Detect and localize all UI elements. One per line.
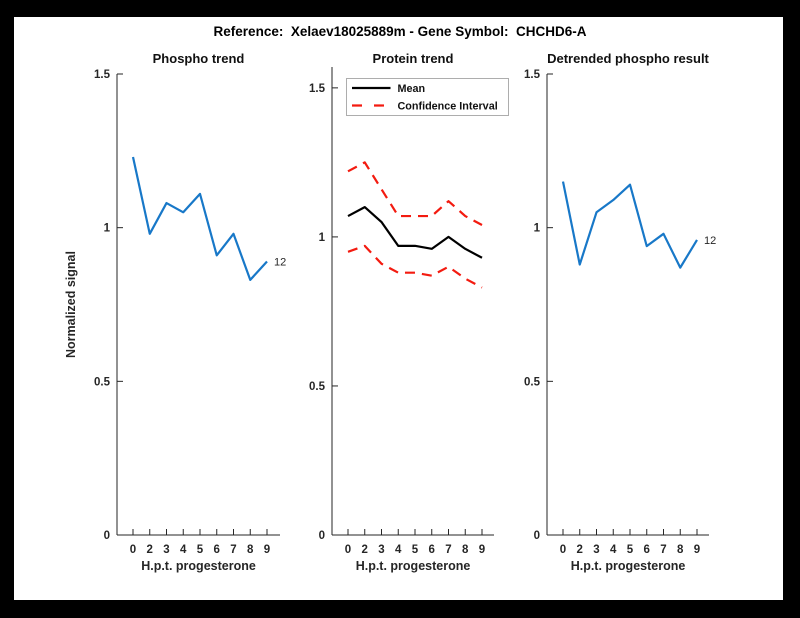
x-tick-label: 4 (180, 544, 187, 556)
legend-entry-label: Confidence Interval (398, 101, 498, 113)
y-tick-label: 0.5 (94, 376, 111, 388)
x-tick-label: 0 (130, 544, 136, 556)
x-tick-label: 5 (197, 544, 204, 556)
plot-title: Protein trend (373, 51, 454, 66)
y-tick-label: 1.5 (309, 83, 326, 95)
x-tick-label: 8 (677, 544, 684, 556)
y-tick-label: 0 (319, 530, 325, 542)
x-tick-label: 7 (445, 544, 451, 556)
x-tick-label: 4 (610, 544, 617, 556)
x-tick-label: 5 (412, 544, 419, 556)
y-tick-label: 0.5 (309, 381, 326, 393)
x-tick-label: 6 (644, 544, 650, 556)
x-tick-label: 3 (378, 544, 384, 556)
x-tick-label: 4 (395, 544, 402, 556)
plot-title: Detrended phospho result (547, 51, 709, 66)
y-tick-label: 1.5 (524, 69, 541, 81)
mean-line (347, 206, 483, 259)
x-tick-label: 9 (264, 544, 270, 556)
detrended-phospho-line (561, 181, 698, 269)
y-tick-label: 0.5 (524, 376, 541, 388)
y-tick-label: 1 (319, 232, 326, 244)
legend-box (346, 78, 509, 116)
line-end-label: 12 (704, 235, 716, 247)
legend: Mean Confidence Interval (346, 78, 509, 116)
x-tick-label: 0 (345, 544, 351, 556)
x-tick-label: 8 (247, 544, 254, 556)
x-tick-label: 6 (214, 544, 220, 556)
x-tick-label: 0 (560, 544, 566, 556)
figure-title: Reference: Xelaev18025889m - Gene Symbol… (214, 24, 587, 39)
y-tick-label: 1 (104, 223, 111, 235)
y-axis-label: Normalized signal (64, 251, 78, 358)
plot-title: Phospho trend (153, 51, 245, 66)
confidence-interval-lower-line (347, 244, 483, 289)
x-axis-label: H.p.t. progesterone (356, 559, 471, 573)
x-tick-label: 6 (429, 544, 435, 556)
x-axis-label: H.p.t. progesterone (571, 559, 686, 573)
x-tick-label: 9 (694, 544, 700, 556)
x-tick-label: 9 (479, 544, 485, 556)
line-end-label: 12 (274, 256, 286, 268)
x-tick-label: 3 (163, 544, 169, 556)
x-axis-label: H.p.t. progesterone (141, 559, 256, 573)
x-tick-label: 7 (230, 544, 236, 556)
x-tick-label: 2 (362, 544, 368, 556)
confidence-interval-upper-line (347, 161, 483, 226)
phospho-trend-line (131, 156, 268, 282)
y-tick-label: 0 (534, 530, 540, 542)
x-tick-label: 2 (577, 544, 583, 556)
x-tick-label: 7 (660, 544, 666, 556)
x-tick-label: 8 (462, 544, 469, 556)
x-tick-label: 2 (147, 544, 153, 556)
x-tick-label: 5 (627, 544, 634, 556)
y-tick-label: 0 (104, 530, 110, 542)
y-tick-label: 1 (534, 223, 541, 235)
legend-entry-label: Mean (398, 83, 426, 95)
y-tick-label: 1.5 (94, 69, 111, 81)
x-tick-label: 3 (593, 544, 599, 556)
